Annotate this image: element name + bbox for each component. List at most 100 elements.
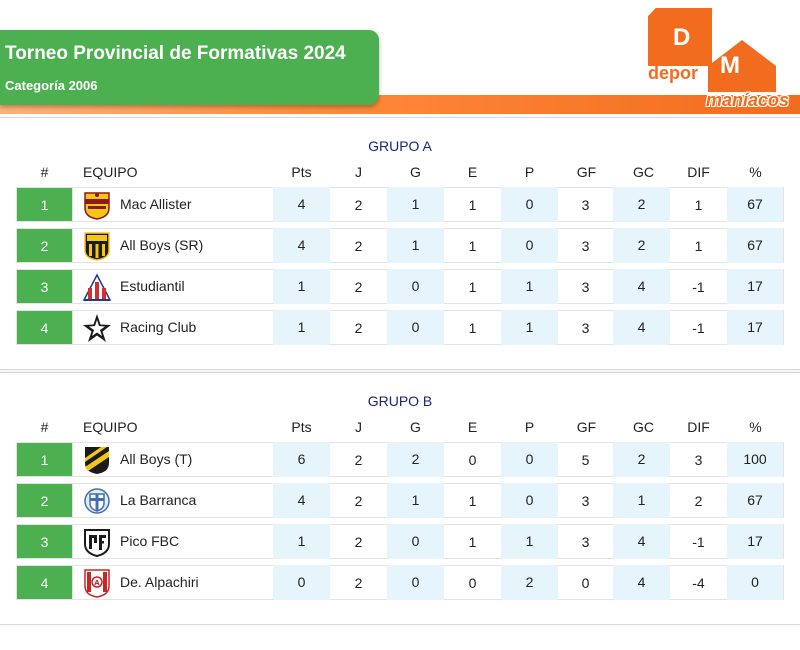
table-row[interactable]: 4 Racing Club 1 2 0 1 1 3 4 -1 17 <box>16 310 784 345</box>
alpachiri-crest-icon: A <box>84 569 110 598</box>
pct-cell: 17 <box>727 310 784 345</box>
col-gc: GC <box>633 419 654 435</box>
pct-cell: 17 <box>727 524 784 559</box>
played-cell: 2 <box>330 228 387 263</box>
won-cell: 0 <box>387 310 444 345</box>
col-pts: Pts <box>291 419 312 435</box>
team-cell[interactable]: Estudiantil <box>73 269 273 304</box>
gf-cell: 3 <box>558 228 613 263</box>
played-cell: 2 <box>330 269 387 304</box>
position-cell: 2 <box>16 483 73 518</box>
drawn-cell: 1 <box>444 269 501 304</box>
dif-cell: 1 <box>670 187 727 222</box>
col-g: G <box>410 419 421 435</box>
racing-club-crest-icon <box>83 314 111 342</box>
col-gf: GF <box>576 419 597 435</box>
table-header: # EQUIPO Pts J G E P GF GC DIF % <box>0 419 800 439</box>
lost-cell: 0 <box>501 228 558 263</box>
gc-cell: 4 <box>613 524 670 559</box>
pct-cell: 100 <box>727 442 784 477</box>
team-name: Estudiantil <box>120 278 185 294</box>
all-boys-t-crest-icon <box>85 447 109 474</box>
col-p: P <box>524 164 535 180</box>
drawn-cell: 1 <box>444 310 501 345</box>
dif-cell: -1 <box>670 524 727 559</box>
lost-cell: 2 <box>501 565 558 600</box>
logo-d-shape <box>648 8 712 66</box>
played-cell: 2 <box>330 483 387 518</box>
col-gf: GF <box>576 164 597 180</box>
col-dif: DIF <box>687 164 710 180</box>
col-team: EQUIPO <box>83 164 138 180</box>
svg-text:A: A <box>94 579 100 587</box>
team-cell[interactable]: Mac Allister <box>73 187 273 222</box>
position-cell: 4 <box>16 565 73 600</box>
drawn-cell: 0 <box>444 565 501 600</box>
position-cell: 1 <box>16 187 73 222</box>
tournament-title: Torneo Provincial de Formativas 2024 <box>5 43 346 64</box>
won-cell: 0 <box>387 565 444 600</box>
table-row[interactable]: 2 All Boys (SR) 4 2 1 1 0 3 2 1 67 <box>16 228 784 263</box>
team-cell[interactable]: All Boys (T) <box>73 442 273 477</box>
played-cell: 2 <box>330 524 387 559</box>
played-cell: 2 <box>330 310 387 345</box>
table-row[interactable]: 1 Mac Allister 4 2 1 1 0 3 2 1 67 <box>16 187 784 222</box>
won-cell: 2 <box>387 442 444 477</box>
table-row[interactable]: 3 Estudiantil 1 2 0 1 1 3 4 -1 17 <box>16 269 784 304</box>
la-barranca-crest-icon <box>84 488 110 514</box>
team-cell[interactable]: Racing Club <box>73 310 273 345</box>
col-dif: DIF <box>687 419 710 435</box>
col-p: P <box>524 419 535 435</box>
col-pts: Pts <box>291 164 312 180</box>
page-header: Torneo Provincial de Formativas 2024 Cat… <box>0 0 800 116</box>
depormaniacos-logo[interactable]: D depor M maníacos <box>640 6 800 112</box>
won-cell: 1 <box>387 228 444 263</box>
gc-cell: 4 <box>613 565 670 600</box>
team-name: La Barranca <box>120 492 197 508</box>
table-row[interactable]: 3 Pico FBC 1 2 0 1 1 3 4 -1 17 <box>16 524 784 559</box>
played-cell: 2 <box>330 565 387 600</box>
all-boys-sr-crest-icon <box>84 232 110 261</box>
table-row[interactable]: 2 La Barranca 4 2 1 1 0 3 1 2 67 <box>16 483 784 518</box>
group-title: GRUPO B <box>367 393 433 409</box>
dif-cell: 3 <box>670 442 727 477</box>
played-cell: 2 <box>330 187 387 222</box>
position-cell: 4 <box>16 310 73 345</box>
gf-cell: 5 <box>558 442 613 477</box>
gf-cell: 0 <box>558 565 613 600</box>
dif-cell: -4 <box>670 565 727 600</box>
gc-cell: 4 <box>613 310 670 345</box>
logo-m-shape <box>708 40 776 92</box>
table-header: # EQUIPO Pts J G E P GF GC DIF % <box>0 164 800 184</box>
logo-m-letter: M <box>720 52 740 79</box>
col-pos: # <box>40 419 49 435</box>
col-team: EQUIPO <box>83 419 138 435</box>
team-cell[interactable]: All Boys (SR) <box>73 228 273 263</box>
team-cell[interactable]: Pico FBC <box>73 524 273 559</box>
drawn-cell: 0 <box>444 442 501 477</box>
title-card: Torneo Provincial de Formativas 2024 Cat… <box>0 30 379 105</box>
logo-d-letter: D <box>673 24 691 51</box>
team-cell[interactable]: A De. Alpachiri <box>73 565 273 600</box>
lost-cell: 1 <box>501 269 558 304</box>
dif-cell: 1 <box>670 228 727 263</box>
pts-cell: 4 <box>273 187 330 222</box>
pct-cell: 67 <box>727 483 784 518</box>
pts-cell: 1 <box>273 524 330 559</box>
table-row[interactable]: 1 All Boys (T) 6 2 2 0 0 5 2 3 100 <box>16 442 784 477</box>
gc-cell: 2 <box>613 228 670 263</box>
table-row[interactable]: 4 A De. Alpachiri 0 2 0 0 2 0 4 -4 0 <box>16 565 784 600</box>
team-name: All Boys (T) <box>120 451 193 467</box>
team-name: Pico FBC <box>120 533 180 549</box>
lost-cell: 0 <box>501 483 558 518</box>
pct-cell: 67 <box>727 228 784 263</box>
col-g: G <box>410 164 421 180</box>
logo-depor-text: depor <box>648 63 699 83</box>
team-cell[interactable]: La Barranca <box>73 483 273 518</box>
mac-allister-crest-icon <box>84 192 110 220</box>
dif-cell: 2 <box>670 483 727 518</box>
group-b-panel: GRUPO B # EQUIPO Pts J G E P GF GC DIF %… <box>0 372 800 625</box>
category-subtitle: Categoría 2006 <box>5 78 98 93</box>
won-cell: 1 <box>387 483 444 518</box>
drawn-cell: 1 <box>444 524 501 559</box>
